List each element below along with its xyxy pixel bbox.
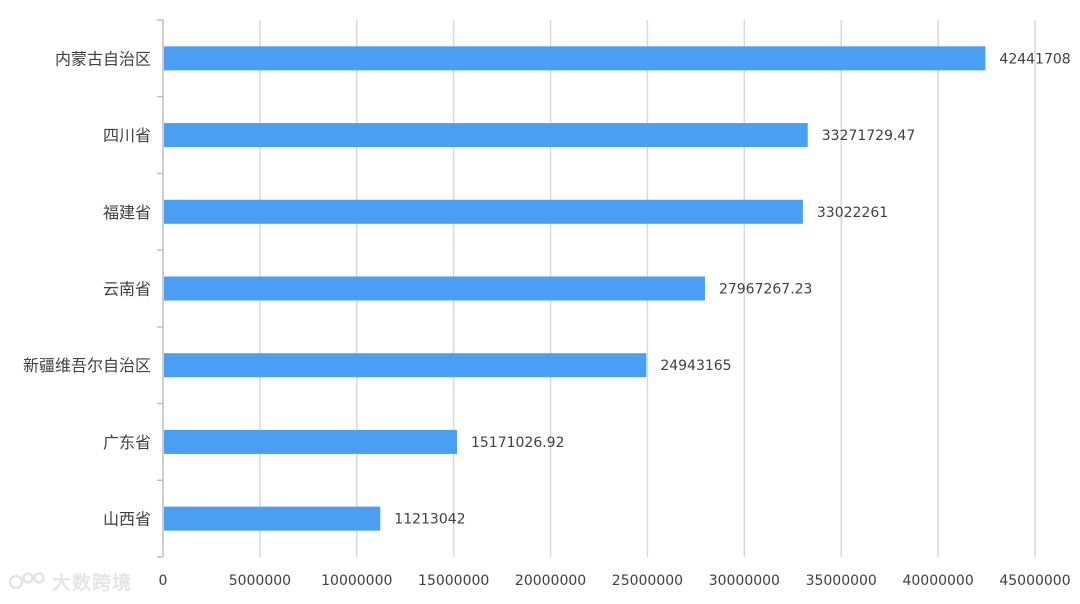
x-tick-label: 10000000 [321,573,392,589]
category-label: 新疆维吾尔自治区 [23,356,151,375]
category-label: 内蒙古自治区 [55,49,151,68]
x-tick-label: 40000000 [902,573,973,589]
bars [164,46,986,531]
x-tick-label: 35000000 [806,573,877,589]
data-label: 11213042 [394,512,465,528]
x-tick-label: 25000000 [612,573,683,589]
x-tick-label: 5000000 [229,573,291,589]
data-label: 33022261 [817,205,888,221]
data-label: 27967267.23 [719,282,813,298]
data-label: 15171026.92 [471,435,565,451]
data-labels: 42441708 33271729.47 33022261 27967267.23 24… [394,51,1070,527]
watermark-text: 大数跨境 [52,572,133,594]
data-label: 42441708 [999,51,1070,67]
x-tick-labels: 0 5000000 10000000 15000000 20000000 25000000… [159,573,1071,589]
logo-icon [8,571,45,589]
category-label: 福建省 [103,203,151,222]
x-tick-label: 20000000 [515,573,586,589]
x-tick-label: 0 [159,573,168,589]
bar [164,506,381,531]
bar [164,199,803,224]
category-label: 四川省 [103,126,151,145]
bar [164,353,647,378]
x-tick-label: 45000000 [999,573,1070,589]
bar [164,429,457,454]
watermark: 大数跨境 [8,568,132,595]
bar [164,276,705,301]
x-tick-label: 30000000 [709,573,780,589]
category-label: 广东省 [103,433,151,452]
bar [164,46,986,71]
data-label: 24943165 [660,358,731,374]
x-tick-label: 15000000 [418,573,489,589]
category-label: 云南省 [103,280,151,299]
data-label: 33271729.47 [822,128,916,144]
bar [164,123,808,148]
y-axis [157,19,164,558]
category-label: 山西省 [103,510,151,529]
